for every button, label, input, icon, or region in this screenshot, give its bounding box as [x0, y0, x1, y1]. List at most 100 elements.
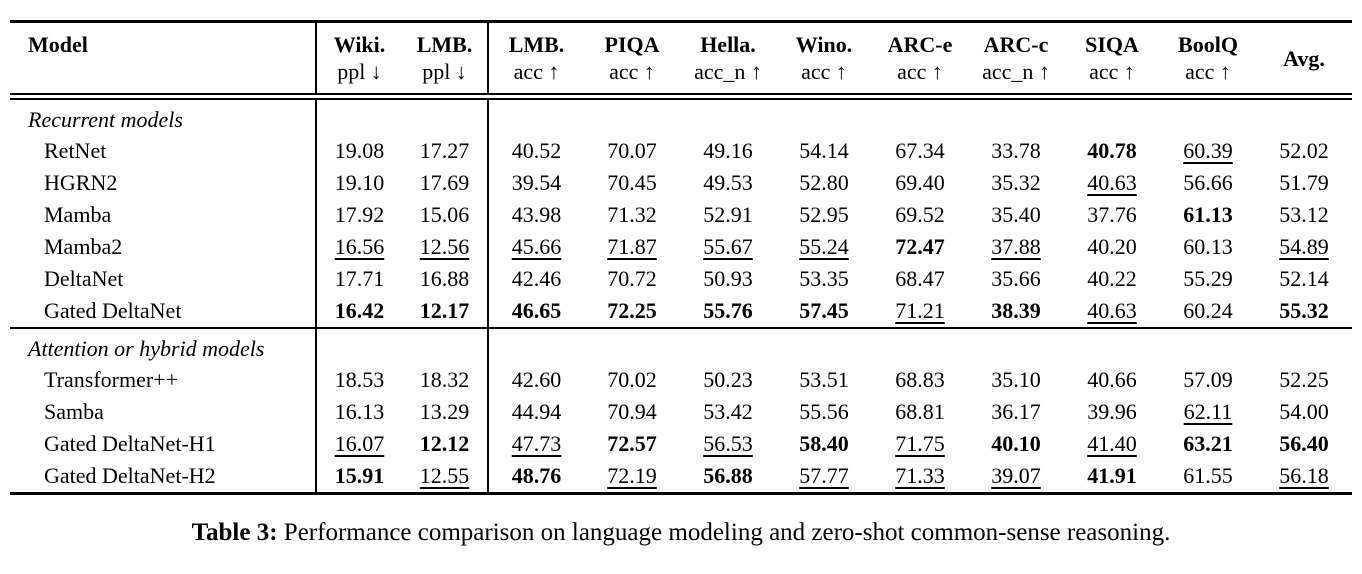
- value-cell-wiki-gated-deltanet: 16.42: [315, 295, 402, 328]
- table-row-mamba2: Mamba2 16.56 12.56 45.66 71.87 55.67 55.24 72.4…: [10, 231, 1352, 263]
- model-name: Gated DeltaNet-H1: [44, 431, 216, 456]
- metric-value: 37.88: [991, 234, 1041, 259]
- metric-value: 42.46: [511, 266, 562, 291]
- metric-value: 19.08: [334, 138, 385, 163]
- metric-value: 71.32: [607, 202, 657, 227]
- table-row-retnet: RetNet 19.08 17.27 40.52 70.07 49.16 54.14 67.3…: [10, 135, 1352, 167]
- value-cell-avg-mamba: 53.12: [1256, 199, 1352, 231]
- metric-value: 40.10: [991, 431, 1041, 456]
- model-name: Gated DeltaNet: [44, 298, 182, 323]
- section-empty-cell: [1160, 97, 1256, 136]
- metric-value: 40.20: [1087, 234, 1137, 259]
- column-header-lmb: LMB. ppl ↓: [402, 21, 488, 100]
- value-cell-piqa-retnet: 70.07: [584, 135, 680, 167]
- value-cell-arc-e-retnet: 67.34: [872, 135, 968, 167]
- value-cell-siqa-gated-deltanet-h1: 41.40: [1064, 428, 1160, 460]
- metric-value: 40.78: [1087, 138, 1137, 163]
- value-cell-lmb-transformer: 18.32: [402, 364, 488, 396]
- value-cell-wino-mamba: 52.95: [776, 199, 872, 231]
- metric-value: 52.95: [799, 202, 849, 227]
- value-cell-arc-c-transformer: 35.10: [968, 364, 1064, 396]
- model-name: Gated DeltaNet-H2: [44, 463, 216, 488]
- metric-value: 19.10: [334, 170, 385, 195]
- value-cell-arc-e-gated-deltanet: 71.21: [872, 295, 968, 328]
- metric-value: 41.91: [1087, 463, 1137, 488]
- metric-value: 56.53: [703, 431, 753, 456]
- value-cell-arc-c-gated-deltanet-h1: 40.10: [968, 428, 1064, 460]
- metric-value: 70.07: [607, 138, 657, 163]
- value-cell-piqa-samba: 70.94: [584, 396, 680, 428]
- value-cell-avg-mamba2: 54.89: [1256, 231, 1352, 263]
- column-header-arc-c: ARC-c acc_n ↑: [968, 21, 1064, 100]
- column-header-metric: acc ↑: [801, 59, 847, 84]
- metric-value: 40.22: [1087, 266, 1137, 291]
- value-cell-lmb-mamba: 43.98: [487, 199, 584, 231]
- column-header-label: SIQA: [1085, 32, 1139, 57]
- metric-value: 15.91: [334, 463, 385, 488]
- caption-text: Performance comparison on language model…: [283, 519, 1171, 546]
- value-cell-wino-gated-deltanet: 57.45: [776, 295, 872, 328]
- value-cell-wiki-samba: 16.13: [315, 396, 402, 428]
- section-empty-cell: [1160, 327, 1256, 364]
- value-cell-lmb-hgrn2: 17.69: [402, 167, 488, 199]
- value-cell-wino-mamba2: 55.24: [776, 231, 872, 263]
- column-header-label: Avg.: [1283, 45, 1325, 71]
- metric-value: 40.52: [511, 138, 562, 163]
- metric-value: 49.16: [703, 138, 753, 163]
- value-cell-lmb-retnet: 40.52: [487, 135, 584, 167]
- model-name: Transformer++: [44, 367, 178, 392]
- column-header-lmb: LMB. acc ↑: [487, 21, 584, 100]
- value-cell-avg-gated-deltanet: 55.32: [1256, 295, 1352, 328]
- value-cell-avg-deltanet: 52.14: [1256, 263, 1352, 295]
- model-name: HGRN2: [44, 170, 118, 195]
- value-cell-wino-hgrn2: 52.80: [776, 167, 872, 199]
- value-cell-piqa-gated-deltanet-h2: 72.19: [584, 460, 680, 494]
- metric-value: 18.32: [419, 367, 470, 392]
- value-cell-siqa-mamba: 37.76: [1064, 199, 1160, 231]
- value-cell-boolq-gated-deltanet-h1: 63.21: [1160, 428, 1256, 460]
- value-cell-lmb-gated-deltanet: 12.17: [402, 295, 488, 328]
- metric-value: 12.56: [419, 234, 470, 259]
- header-row: Model Wiki. ppl ↓ LMB. ppl ↓ LMB. acc ↑ PIQA acc…: [10, 21, 1352, 100]
- section-empty-cell: [872, 327, 968, 364]
- section-row-attention-or-hybrid-models: Attention or hybrid models: [10, 327, 1352, 364]
- metric-value: 52.80: [799, 170, 849, 195]
- metric-value: 70.45: [607, 170, 657, 195]
- metric-value: 54.14: [799, 138, 849, 163]
- value-cell-piqa-transformer: 70.02: [584, 364, 680, 396]
- column-header-boolq: BoolQ acc ↑: [1160, 21, 1256, 100]
- column-header-metric: acc ↑: [609, 59, 655, 84]
- value-cell-arc-e-hgrn2: 69.40: [872, 167, 968, 199]
- section-empty-cell: [487, 96, 584, 135]
- metric-value: 53.51: [799, 367, 849, 392]
- metric-value: 53.35: [799, 266, 849, 291]
- section-empty-cell: [315, 96, 402, 135]
- metric-value: 42.60: [511, 367, 562, 392]
- column-header-metric: acc ↑: [1185, 59, 1231, 84]
- value-cell-wino-samba: 55.56: [776, 396, 872, 428]
- section-empty-cell: [1256, 97, 1352, 136]
- metric-value: 37.76: [1087, 202, 1137, 227]
- value-cell-lmb-mamba2: 12.56: [402, 231, 488, 263]
- column-header-label: Wino.: [795, 32, 853, 57]
- model-name: Samba: [44, 399, 104, 424]
- metric-value: 70.72: [607, 266, 657, 291]
- metric-value: 40.66: [1087, 367, 1137, 392]
- value-cell-wino-gated-deltanet-h2: 57.77: [776, 460, 872, 494]
- value-cell-piqa-gated-deltanet: 72.25: [584, 295, 680, 328]
- metric-value: 35.66: [991, 266, 1041, 291]
- table-caption: Table 3: Performance comparison on langu…: [10, 519, 1352, 547]
- section-empty-cell: [872, 97, 968, 136]
- table-row-transformer: Transformer++ 18.53 18.32 42.60 70.02 50.23 53…: [10, 364, 1352, 396]
- section-empty-cell: [680, 327, 776, 364]
- metric-value: 72.57: [607, 431, 657, 456]
- value-cell-boolq-retnet: 60.39: [1160, 135, 1256, 167]
- value-cell-wiki-hgrn2: 19.10: [315, 167, 402, 199]
- value-cell-siqa-retnet: 40.78: [1064, 135, 1160, 167]
- value-cell-hella-mamba: 52.91: [680, 199, 776, 231]
- metric-value: 33.78: [991, 138, 1041, 163]
- value-cell-arc-c-mamba: 35.40: [968, 199, 1064, 231]
- metric-value: 41.40: [1087, 431, 1137, 456]
- value-cell-lmb-samba: 44.94: [487, 396, 584, 428]
- value-cell-wino-gated-deltanet-h1: 58.40: [776, 428, 872, 460]
